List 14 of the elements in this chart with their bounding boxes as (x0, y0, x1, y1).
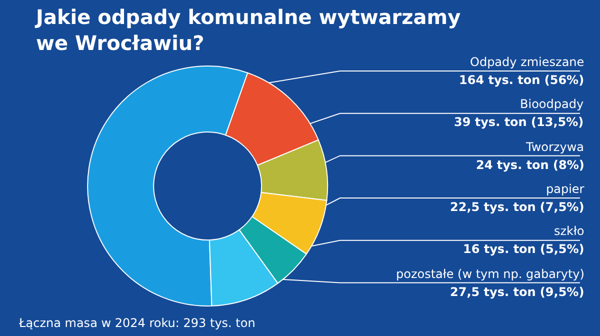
slice-label: szkło (554, 224, 584, 238)
data-label: 164 tys. ton (56%) (459, 73, 584, 87)
slice-label: Bioodpady (520, 97, 584, 111)
slice-label: papier (546, 182, 584, 196)
data-label: 39 tys. ton (13,5%) (454, 115, 584, 129)
data-label: 22,5 tys. ton (7,5%) (450, 200, 584, 214)
chart-title: Jakie odpady komunalne wytwarzamy we Wrocławiu? (34, 5, 461, 55)
text: Łączna masa w 2024 roku: 293 tys. ton (18, 316, 256, 330)
data-label: 16 tys. ton (5,5%) (463, 242, 584, 256)
slice-label: Odpady zmieszane (470, 55, 584, 69)
data-label: 24 tys. ton (8%) (476, 158, 584, 172)
slice-label: pozostałe (w tym np. gabaryty) (396, 267, 584, 281)
data-label: 27,5 tys. ton (9,5%) (450, 285, 584, 299)
slice-label: Tworzywa (525, 140, 584, 154)
